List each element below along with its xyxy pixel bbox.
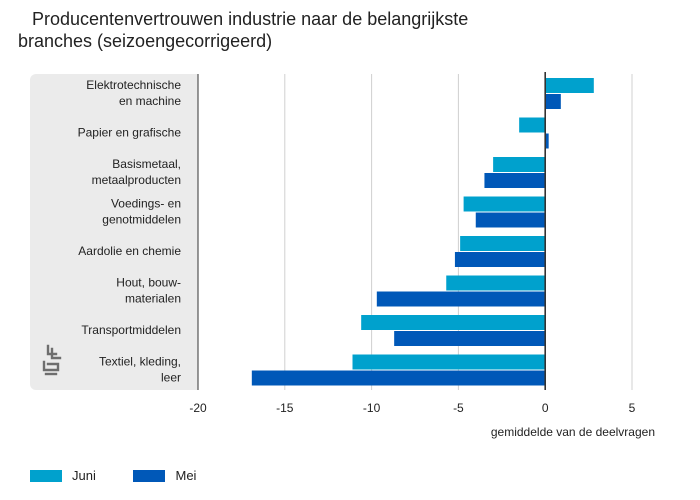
bar-mei (454, 252, 546, 267)
bar-juni (460, 236, 546, 251)
category-label-panel (30, 74, 198, 390)
category-label: Aardolie en chemie (78, 244, 181, 258)
bar-juni (361, 315, 546, 330)
category-label: Textiel, kleding, (99, 354, 181, 368)
bar-mei (475, 212, 546, 228)
cbs-logo-icon (42, 344, 62, 376)
bar-mei (484, 173, 546, 188)
bar-juni (519, 117, 546, 133)
bar-juni (463, 196, 546, 212)
bar-mei (394, 331, 546, 346)
category-label: Papier en grafische (78, 125, 182, 139)
bar-mei (376, 291, 546, 307)
bar-mei (545, 133, 549, 149)
category-label-panel-edge (188, 74, 198, 390)
x-tick-label: -20 (189, 401, 207, 415)
chart-title: Producentenvertrouwen industrie naar de … (18, 8, 578, 52)
category-label: Transportmiddelen (81, 323, 181, 337)
category-label: Elektrotechnische (86, 78, 181, 92)
legend-label-juni: Juni (72, 468, 96, 483)
x-tick-label: -5 (453, 401, 464, 415)
category-label: en machine (119, 94, 181, 108)
legend-item-mei: Mei (133, 468, 196, 483)
category-label: leer (161, 370, 181, 384)
bar-juni (352, 354, 546, 370)
legend-label-mei: Mei (175, 468, 197, 483)
legend-item-juni: Juni (30, 468, 96, 483)
category-label: Voedings- en (111, 196, 181, 210)
x-tick-label: -15 (276, 401, 294, 415)
category-label: materialen (125, 291, 181, 305)
chart-legend: Juni Mei (30, 468, 230, 485)
category-label: Basismetaal, (112, 157, 181, 171)
chart-title-line-2: branches (seizoengecorrigeerd) (18, 31, 273, 51)
category-label: metaalproducten (92, 173, 181, 187)
x-tick-label: 0 (542, 401, 549, 415)
bar-juni (446, 275, 546, 291)
bar-mei (251, 370, 546, 386)
x-tick-label: -10 (363, 401, 381, 415)
bar-juni (545, 78, 594, 93)
x-axis-label: gemiddelde van de deelvragen (491, 425, 655, 439)
legend-swatch-juni (30, 469, 62, 482)
chart-title-line-1: Producentenvertrouwen industrie naar de … (32, 9, 469, 29)
category-label: genotmiddelen (102, 212, 181, 226)
bar-mei (545, 94, 561, 109)
legend-swatch-mei (133, 469, 166, 482)
bar-juni (493, 157, 546, 172)
category-label: Hout, bouw- (116, 275, 181, 289)
x-tick-label: 5 (629, 401, 636, 415)
